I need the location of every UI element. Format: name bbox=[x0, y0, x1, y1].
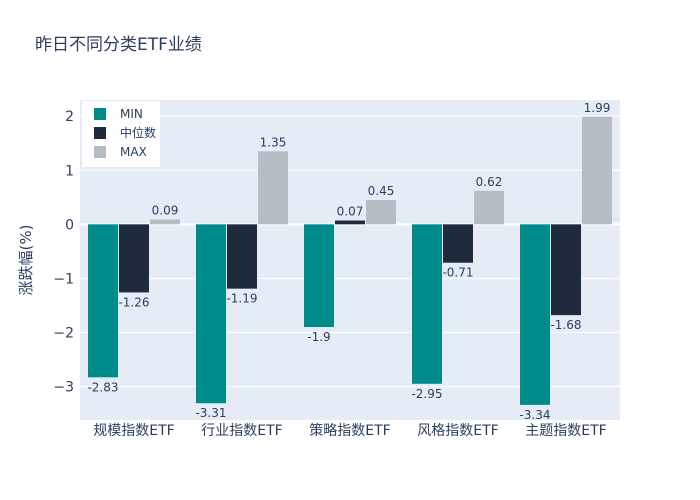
x-tick-label: 规模指数ETF bbox=[93, 423, 174, 439]
bar bbox=[412, 224, 442, 384]
data-label: 0.07 bbox=[337, 205, 364, 219]
data-label: 0.09 bbox=[152, 203, 179, 217]
data-label: -3.31 bbox=[195, 406, 226, 420]
legend-swatch bbox=[94, 127, 106, 139]
y-tick-label: −2 bbox=[53, 325, 74, 341]
bar bbox=[88, 224, 118, 378]
data-label: -1.26 bbox=[118, 295, 149, 309]
x-tick-label: 策略指数ETF bbox=[309, 422, 390, 439]
data-label: 1.35 bbox=[260, 135, 287, 149]
y-axis-ticks: 2 1 0 −1 −2 −3 bbox=[53, 109, 74, 395]
y-tick-label: −1 bbox=[53, 271, 74, 287]
legend-label: 中位数 bbox=[120, 125, 156, 140]
data-label: 1.99 bbox=[584, 101, 611, 115]
data-label: 0.45 bbox=[368, 184, 395, 198]
data-label: -1.19 bbox=[226, 292, 257, 306]
bar bbox=[335, 220, 365, 225]
y-tick-label: −3 bbox=[53, 379, 74, 395]
bar bbox=[258, 151, 288, 225]
y-tick-label: 2 bbox=[65, 109, 74, 125]
bar bbox=[227, 224, 257, 289]
legend-swatch bbox=[94, 146, 106, 158]
legend-item[interactable]: 中位数 bbox=[94, 125, 156, 140]
x-tick-label: 主题指数ETF bbox=[525, 423, 606, 439]
data-label: -3.34 bbox=[519, 408, 550, 422]
bar bbox=[196, 224, 226, 404]
chart-title: 昨日不同分类ETF业绩 bbox=[35, 35, 202, 55]
y-tick-label: 1 bbox=[65, 163, 74, 179]
legend-item[interactable]: MIN bbox=[94, 107, 143, 121]
bar bbox=[304, 224, 334, 328]
legend-item[interactable]: MAX bbox=[94, 145, 147, 159]
bar bbox=[119, 224, 149, 293]
data-label: -2.83 bbox=[87, 380, 118, 394]
legend-label: MAX bbox=[120, 145, 147, 159]
bar bbox=[366, 200, 396, 225]
y-tick-label: 0 bbox=[65, 217, 74, 233]
data-label: -1.9 bbox=[307, 330, 330, 344]
y-axis-title: 涨跌幅(%) bbox=[17, 225, 35, 296]
legend-swatch bbox=[94, 108, 106, 120]
bar bbox=[551, 224, 581, 316]
data-label: -0.71 bbox=[442, 266, 473, 280]
bars: -2.83 -1.26 0.09 -3.31 -1.19 1.35 -1.9 0.07 0.45… bbox=[87, 101, 612, 422]
bar bbox=[150, 219, 180, 225]
bar bbox=[474, 190, 504, 225]
legend[interactable]: MIN 中位数 MAX bbox=[82, 101, 160, 167]
x-tick-label: 行业指数ETF bbox=[201, 423, 282, 439]
legend-label: MIN bbox=[120, 107, 143, 121]
data-label: -2.95 bbox=[411, 387, 442, 401]
data-label: -1.68 bbox=[550, 318, 581, 332]
x-axis-ticks: 规模指数ETF 行业指数ETF 策略指数ETF 风格指数ETF 主题指数ETF bbox=[93, 422, 606, 439]
bar bbox=[582, 116, 612, 225]
data-label: 0.62 bbox=[476, 175, 503, 189]
bar bbox=[520, 224, 550, 405]
x-tick-label: 风格指数ETF bbox=[417, 423, 498, 439]
bar bbox=[443, 224, 473, 263]
